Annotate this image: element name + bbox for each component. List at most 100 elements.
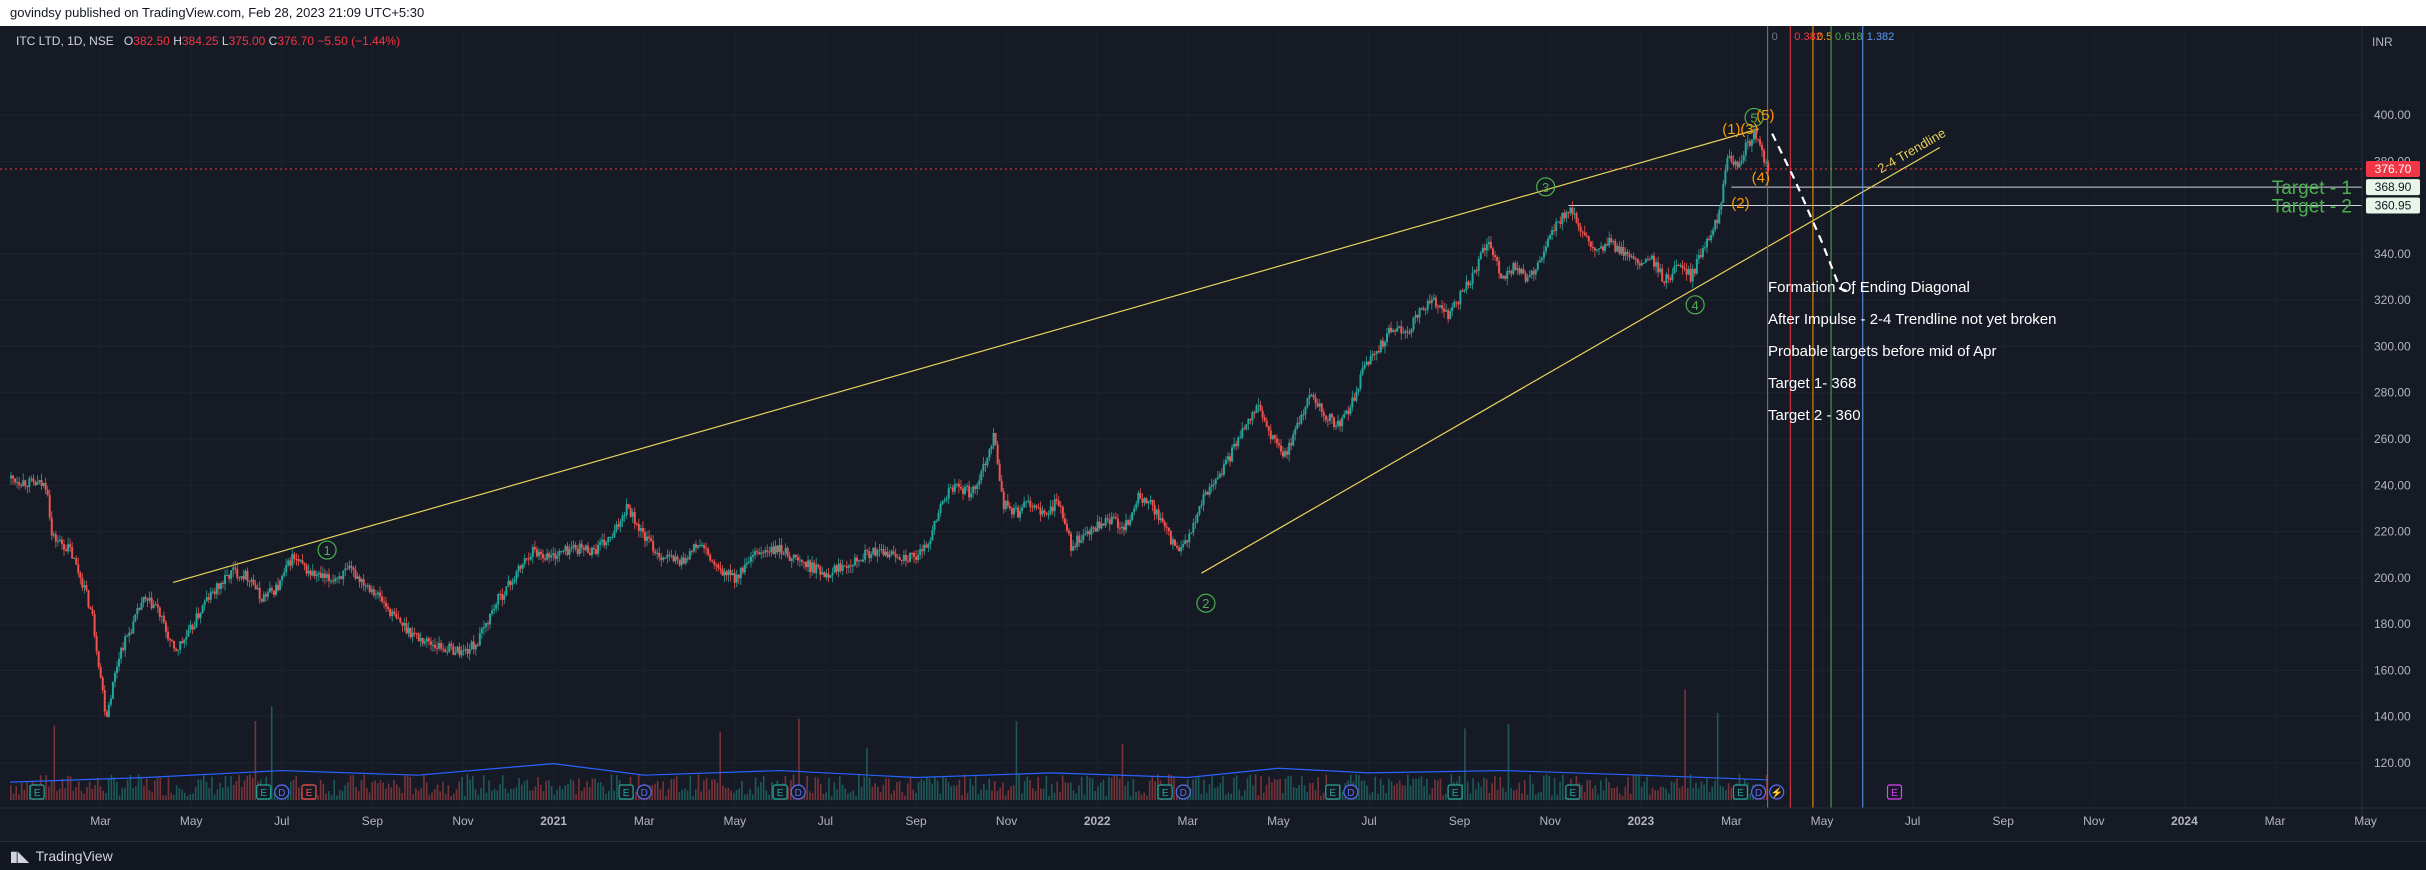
- candle-body: [1141, 498, 1144, 503]
- candle-body: [256, 587, 259, 590]
- volume-bar: [444, 793, 447, 800]
- candle-body: [1473, 270, 1476, 273]
- candle-body: [1298, 422, 1301, 424]
- candle-body: [527, 558, 530, 560]
- candle-body: [444, 649, 447, 652]
- volume-bar: [1067, 782, 1069, 800]
- candle-body: [1436, 306, 1439, 308]
- candle-body: [1059, 506, 1062, 508]
- candle-body: [941, 501, 944, 505]
- volume-bar: [347, 782, 349, 800]
- volume-bar: [80, 791, 83, 800]
- candle-body: [1288, 442, 1291, 455]
- volume-bar: [969, 778, 972, 800]
- volume-bar: [423, 774, 425, 800]
- candle-body: [849, 565, 852, 567]
- candle-body: [729, 570, 732, 576]
- x-tick-label: Jul: [1361, 814, 1376, 828]
- volume-bar: [760, 782, 762, 800]
- volume-bar: [1396, 783, 1398, 800]
- candle-body: [725, 571, 728, 576]
- volume-bar: [466, 774, 469, 800]
- candle-body: [1220, 473, 1223, 475]
- candle-body: [1031, 506, 1034, 508]
- volume-bar: [48, 786, 50, 800]
- volume-bar: [1499, 776, 1502, 800]
- candle-body: [1732, 161, 1735, 165]
- volume-bar: [531, 790, 534, 800]
- candle-body: [727, 570, 730, 576]
- candle-body: [902, 554, 905, 561]
- wave-label: 1: [323, 543, 330, 558]
- candle-body: [1112, 516, 1115, 518]
- candle-body: [603, 539, 606, 546]
- candle-body: [1593, 247, 1596, 251]
- volume-bar: [762, 775, 765, 800]
- candle-body: [1149, 499, 1152, 502]
- volume-bar: [1646, 776, 1648, 800]
- volume-bar: [877, 786, 879, 800]
- volume-bar: [1176, 795, 1178, 800]
- volume-bar: [1616, 786, 1618, 800]
- volume-bar: [985, 789, 988, 800]
- volume-bar: [1537, 792, 1540, 800]
- candle-body: [22, 480, 25, 486]
- volume-bar: [1681, 786, 1684, 800]
- volume-bar: [1246, 778, 1249, 800]
- volume-bar: [1086, 775, 1088, 800]
- candle-body: [1646, 259, 1649, 261]
- candle-body: [1712, 229, 1715, 236]
- candle-body: [517, 565, 520, 572]
- volume-bar: [458, 781, 461, 800]
- volume-bar: [1621, 795, 1624, 800]
- tradingview-brand[interactable]: ▮◣ TradingView: [10, 842, 113, 870]
- volume-bar: [56, 790, 58, 800]
- volume-bar: [1026, 776, 1029, 800]
- candle-body: [1257, 405, 1260, 407]
- volume-bar: [341, 790, 344, 800]
- candle-body: [1314, 397, 1317, 404]
- candle-body: [411, 632, 414, 637]
- event-marker-label: E: [1737, 788, 1744, 799]
- candle-body: [582, 547, 585, 551]
- candle-body: [230, 570, 233, 579]
- candle-body: [758, 552, 761, 555]
- volume-bar: [1023, 781, 1026, 800]
- candle-body: [1255, 405, 1258, 413]
- volume-bar: [993, 781, 996, 800]
- candle-body: [874, 547, 877, 556]
- candle-body: [193, 627, 196, 630]
- candle-body: [1084, 533, 1087, 535]
- candle-body: [1449, 311, 1452, 320]
- candle-body: [1390, 327, 1393, 332]
- candle-body: [303, 563, 306, 566]
- candle-body: [862, 559, 865, 562]
- y-tick-label: 300.00: [2374, 339, 2411, 353]
- candle-body: [1540, 258, 1543, 261]
- candle-body: [236, 568, 239, 578]
- candle-body: [244, 570, 247, 580]
- volume-bar: [616, 775, 618, 800]
- x-tick-label: Mar: [2265, 814, 2286, 828]
- candle-body: [158, 607, 161, 617]
- volume-bar: [126, 779, 129, 800]
- candle-body: [1070, 533, 1073, 551]
- candle-body: [429, 641, 432, 645]
- candle-body: [427, 638, 430, 642]
- volume-bar: [1154, 781, 1156, 800]
- candle-body: [1622, 246, 1625, 256]
- volume-bar: [1135, 791, 1137, 800]
- event-marker: [1732, 784, 1749, 800]
- volume-bar: [164, 795, 167, 800]
- candle-body: [1691, 268, 1694, 282]
- volume-bar: [20, 783, 23, 800]
- volume-bar: [711, 779, 713, 800]
- volume-bar: [1265, 784, 1268, 800]
- symbol-name[interactable]: ITC LTD, 1D, NSE: [16, 34, 114, 48]
- event-marker: [1175, 784, 1191, 800]
- candle-body: [1171, 539, 1174, 545]
- candle-body: [370, 589, 373, 593]
- volume-bar: [434, 789, 436, 800]
